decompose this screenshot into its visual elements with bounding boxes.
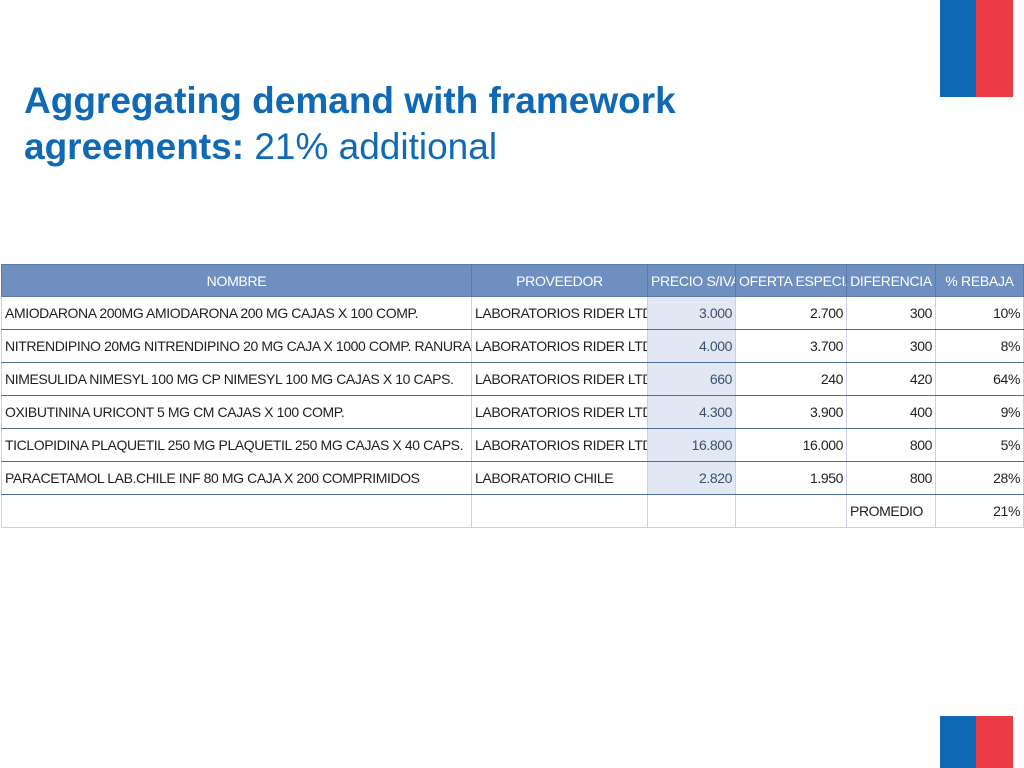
cell-proveedor: LABORATORIOS RIDER LTDA. <box>471 362 648 396</box>
cell-precio: 3.000 <box>647 296 736 330</box>
cell-nombre: AMIODARONA 200MG AMIODARONA 200 MG CAJAS… <box>1 296 472 330</box>
table-row: OXIBUTININA URICONT 5 MG CM CAJAS X 100 … <box>1 395 1024 429</box>
chile-flag-bottom <box>940 716 1013 768</box>
empty-cell <box>1 494 472 528</box>
price-comparison-table: NOMBRE PROVEEDOR PRECIO S/IVA OFERTA ESP… <box>1 264 1024 528</box>
flag-red-stripe <box>976 0 1013 97</box>
cell-diferencia: 420 <box>846 362 936 396</box>
table-row: PARACETAMOL LAB.CHILE INF 80 MG CAJA X 2… <box>1 461 1024 495</box>
flag-blue-stripe <box>940 0 976 97</box>
cell-rebaja: 5% <box>935 428 1024 462</box>
cell-diferencia: 400 <box>846 395 936 429</box>
flag-blue-stripe <box>940 716 976 768</box>
cell-rebaja: 64% <box>935 362 1024 396</box>
cell-oferta: 1.950 <box>735 461 847 495</box>
empty-cell <box>647 494 736 528</box>
cell-nombre: NIMESULIDA NIMESYL 100 MG CP NIMESYL 100… <box>1 362 472 396</box>
cell-proveedor: LABORATORIOS RIDER LTDA. <box>471 395 648 429</box>
header-proveedor: PROVEEDOR <box>471 264 648 297</box>
header-precio: PRECIO S/IVA <box>647 264 736 297</box>
cell-nombre: TICLOPIDINA PLAQUETIL 250 MG PLAQUETIL 2… <box>1 428 472 462</box>
table-row: NIMESULIDA NIMESYL 100 MG CP NIMESYL 100… <box>1 362 1024 396</box>
header-nombre: NOMBRE <box>1 264 472 297</box>
table-row: NITRENDIPINO 20MG NITRENDIPINO 20 MG CAJ… <box>1 329 1024 363</box>
cell-nombre: NITRENDIPINO 20MG NITRENDIPINO 20 MG CAJ… <box>1 329 472 363</box>
cell-nombre: OXIBUTININA URICONT 5 MG CM CAJAS X 100 … <box>1 395 472 429</box>
cell-precio: 4.300 <box>647 395 736 429</box>
title-bold-part: Aggregating demand with framework agreem… <box>24 80 676 167</box>
cell-rebaja: 28% <box>935 461 1024 495</box>
cell-diferencia: 800 <box>846 461 936 495</box>
empty-cell <box>735 494 847 528</box>
cell-oferta: 2.700 <box>735 296 847 330</box>
cell-oferta: 3.700 <box>735 329 847 363</box>
cell-proveedor: LABORATORIOS RIDER LTDA. <box>471 296 648 330</box>
cell-diferencia: 300 <box>846 296 936 330</box>
cell-precio: 2.820 <box>647 461 736 495</box>
cell-rebaja: 8% <box>935 329 1024 363</box>
cell-oferta: 16.000 <box>735 428 847 462</box>
cell-precio: 4.000 <box>647 329 736 363</box>
chile-flag-top <box>940 0 1013 97</box>
cell-diferencia: 300 <box>846 329 936 363</box>
table-row: TICLOPIDINA PLAQUETIL 250 MG PLAQUETIL 2… <box>1 428 1024 462</box>
cell-proveedor: LABORATORIOS RIDER LTDA. <box>471 329 648 363</box>
cell-proveedor: LABORATORIO CHILE <box>471 461 648 495</box>
table-header-row: NOMBRE PROVEEDOR PRECIO S/IVA OFERTA ESP… <box>1 264 1024 297</box>
cell-oferta: 3.900 <box>735 395 847 429</box>
summary-row: PROMEDIO 21% <box>1 494 1024 528</box>
header-diferencia: DIFERENCIA <box>846 264 936 297</box>
cell-rebaja: 9% <box>935 395 1024 429</box>
header-oferta: OFERTA ESPECIAL <box>735 264 847 297</box>
cell-oferta: 240 <box>735 362 847 396</box>
cell-nombre: PARACETAMOL LAB.CHILE INF 80 MG CAJA X 2… <box>1 461 472 495</box>
header-rebaja: % REBAJA <box>935 264 1024 297</box>
cell-precio: 660 <box>647 362 736 396</box>
cell-precio: 16.800 <box>647 428 736 462</box>
title-rest-part: 21% additional <box>254 126 498 167</box>
table-row: AMIODARONA 200MG AMIODARONA 200 MG CAJAS… <box>1 296 1024 330</box>
empty-cell <box>471 494 648 528</box>
cell-proveedor: LABORATORIOS RIDER LTDA. <box>471 428 648 462</box>
slide-title: Aggregating demand with framework agreem… <box>24 78 904 170</box>
promedio-label: PROMEDIO <box>846 494 936 528</box>
promedio-value: 21% <box>935 494 1024 528</box>
cell-diferencia: 800 <box>846 428 936 462</box>
cell-rebaja: 10% <box>935 296 1024 330</box>
flag-red-stripe <box>976 716 1013 768</box>
